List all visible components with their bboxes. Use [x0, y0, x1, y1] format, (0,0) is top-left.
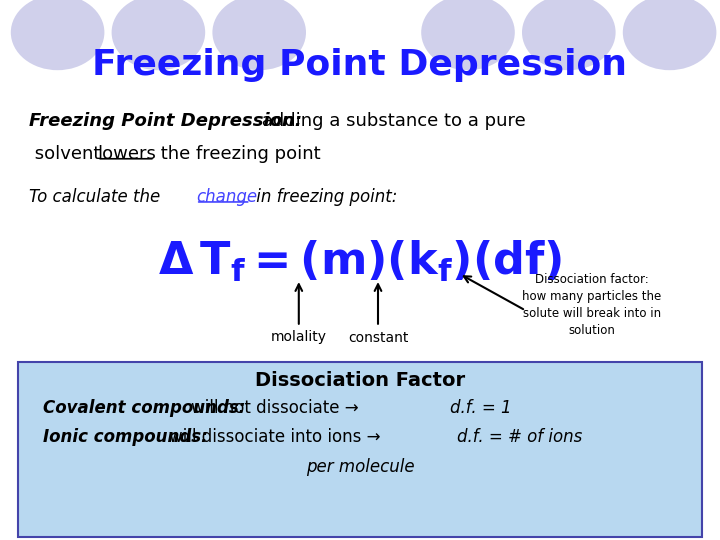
Text: Freezing Point Depression: Freezing Point Depression	[92, 48, 628, 82]
Text: the freezing point: the freezing point	[155, 145, 320, 163]
Text: in freezing point:: in freezing point:	[251, 188, 397, 206]
Text: To calculate the: To calculate the	[29, 188, 166, 206]
Text: $\mathbf{\Delta\,T_f = (m)(k_f)(df)}$: $\mathbf{\Delta\,T_f = (m)(k_f)(df)}$	[158, 239, 562, 285]
Text: Dissociation factor:
how many particles the
solute will break into in
solution: Dissociation factor: how many particles …	[522, 273, 661, 337]
Text: Freezing Point Depression:: Freezing Point Depression:	[29, 112, 302, 131]
Text: Dissociation Factor: Dissociation Factor	[255, 371, 465, 390]
Ellipse shape	[623, 0, 716, 70]
Text: change: change	[196, 188, 257, 206]
FancyBboxPatch shape	[18, 362, 702, 537]
Text: Ionic compounds:: Ionic compounds:	[43, 428, 208, 447]
Text: lowers: lowers	[97, 145, 156, 163]
Text: will not dissociate →: will not dissociate →	[191, 399, 364, 417]
Text: d.f. = # of ions: d.f. = # of ions	[457, 428, 582, 447]
Ellipse shape	[11, 0, 104, 70]
Text: solvent: solvent	[29, 145, 106, 163]
Text: molality: molality	[271, 330, 327, 345]
Text: will dissociate into ions →: will dissociate into ions →	[169, 428, 386, 447]
Text: constant: constant	[348, 330, 408, 345]
Ellipse shape	[522, 0, 616, 70]
Text: adding a substance to a pure: adding a substance to a pure	[256, 112, 526, 131]
Text: Covalent compounds:: Covalent compounds:	[43, 399, 246, 417]
Text: d.f. = 1: d.f. = 1	[450, 399, 512, 417]
Ellipse shape	[421, 0, 515, 70]
Text: per molecule: per molecule	[306, 458, 414, 476]
Ellipse shape	[112, 0, 205, 70]
Ellipse shape	[212, 0, 306, 70]
